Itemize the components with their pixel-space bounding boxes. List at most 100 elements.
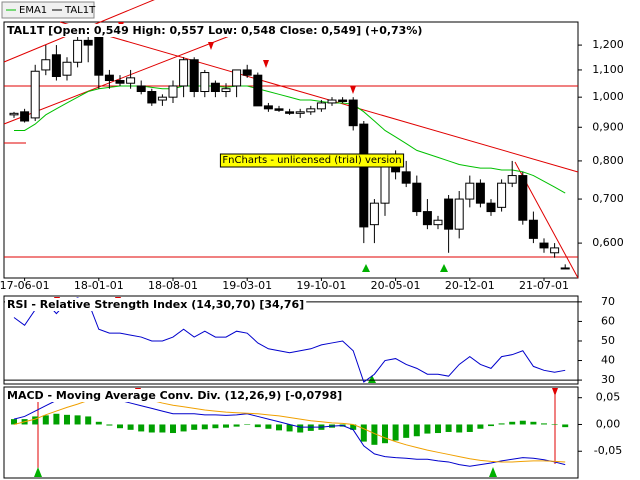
histogram-bar xyxy=(233,424,240,427)
arrow-down xyxy=(208,42,214,50)
histogram-bar xyxy=(138,424,145,432)
y-tick-label: -0,05 xyxy=(594,444,622,457)
y-tick-label: 0,05 xyxy=(596,391,621,404)
candle-body xyxy=(486,202,496,213)
histogram-bar xyxy=(276,424,282,431)
candle-body xyxy=(507,175,517,184)
histogram-bar xyxy=(32,416,39,425)
arrow-down xyxy=(350,86,356,94)
candle-body xyxy=(126,77,136,84)
histogram-bar xyxy=(541,423,547,425)
y-tick-label: 0,700 xyxy=(592,192,624,205)
histogram-bar xyxy=(117,424,123,429)
candle-body xyxy=(433,219,443,226)
histogram-bar xyxy=(498,423,505,425)
buy-arrows xyxy=(34,264,497,477)
rsi-panel xyxy=(3,295,579,385)
histogram-bar xyxy=(159,424,166,433)
ema-line xyxy=(14,85,566,194)
histogram-bar xyxy=(286,424,293,432)
candle-body xyxy=(338,99,348,102)
candle-body xyxy=(51,54,61,78)
candle-body xyxy=(157,96,167,101)
y-tick-label: 50 xyxy=(601,334,615,347)
histogram-bar xyxy=(392,424,399,441)
histogram-bar xyxy=(477,424,484,429)
candle-body xyxy=(41,59,51,71)
candle-body xyxy=(306,108,316,113)
candle-body xyxy=(221,88,231,93)
arrow-up xyxy=(440,264,448,272)
candle-body xyxy=(475,182,485,204)
candle-body xyxy=(295,111,305,114)
x-tick-label: 20-05-01 xyxy=(371,279,421,292)
legend-label: TAL1T xyxy=(64,5,96,16)
candle-body xyxy=(454,198,464,230)
histogram-bar xyxy=(95,421,102,425)
candle-body xyxy=(550,247,560,254)
histogram-bar xyxy=(307,424,314,431)
candle-body xyxy=(539,242,549,249)
histogram-bar xyxy=(382,424,388,444)
y-tick-label: 1,000 xyxy=(592,90,624,103)
histogram-bar xyxy=(360,424,367,442)
histogram-bar xyxy=(11,419,17,425)
candle-body xyxy=(200,72,210,93)
candle-body xyxy=(465,182,475,200)
candle-body xyxy=(20,111,30,122)
candle-body xyxy=(422,211,432,226)
candle-body xyxy=(210,82,220,93)
x-tick-label: 19-10-01 xyxy=(296,279,346,292)
candle-body xyxy=(369,202,379,226)
legend-box xyxy=(1,1,95,19)
candle-body xyxy=(316,102,326,110)
x-tick-label: 20-12-01 xyxy=(445,279,495,292)
panel-title-bg xyxy=(5,389,345,402)
panel-title-bg xyxy=(5,298,307,311)
candle-body xyxy=(94,35,104,76)
macd-panel xyxy=(3,386,579,479)
histogram-bar xyxy=(127,424,134,430)
candle-body xyxy=(497,182,507,208)
candle-body xyxy=(263,105,273,110)
rsi-line xyxy=(13,297,566,383)
arrow-up xyxy=(362,264,370,272)
panel-title: TAL1T [Open: 0,549 High: 0,557 Low: 0,54… xyxy=(7,24,422,37)
y-tick-label: 30 xyxy=(601,373,615,386)
x-tick-label: 18-01-01 xyxy=(74,279,124,292)
histogram-bar xyxy=(42,415,49,425)
arrow-up xyxy=(368,375,376,383)
histogram-bar xyxy=(254,424,261,428)
candle-body xyxy=(189,59,199,93)
histogram-bar xyxy=(148,424,155,433)
candle-body xyxy=(518,175,528,221)
histogram-bar xyxy=(530,421,537,425)
histogram-bar xyxy=(371,424,378,445)
candle-body xyxy=(348,99,358,127)
histogram-bar xyxy=(413,424,420,437)
y-tick-label: 40 xyxy=(601,354,615,367)
x-tick-label: 21-07-01 xyxy=(519,279,569,292)
histogram-bar xyxy=(551,424,558,426)
x-tick-label: 19-03-01 xyxy=(222,279,272,292)
candle-body xyxy=(327,99,337,104)
arrow-up xyxy=(489,467,497,477)
y-tick-label: 1,100 xyxy=(592,63,624,76)
histogram-bar xyxy=(106,424,113,426)
candle-body xyxy=(359,123,369,228)
y-tick-label: 0,00 xyxy=(596,417,621,430)
candle-body xyxy=(274,108,284,111)
trendline xyxy=(3,0,155,63)
candle-body xyxy=(380,164,390,204)
watermark: FnCharts - unlicensed (trial) version xyxy=(222,155,401,166)
candle-body xyxy=(285,111,295,114)
candle-body xyxy=(147,91,157,104)
histogram-bar xyxy=(74,415,81,425)
histogram-bar xyxy=(488,424,494,427)
x-tick-label: 17-06-01 xyxy=(0,279,50,292)
candle-body xyxy=(232,69,242,87)
histogram-bar xyxy=(180,424,187,432)
y-tick-label: 0,600 xyxy=(592,236,624,249)
y-tick-label: 1,200 xyxy=(592,38,624,51)
